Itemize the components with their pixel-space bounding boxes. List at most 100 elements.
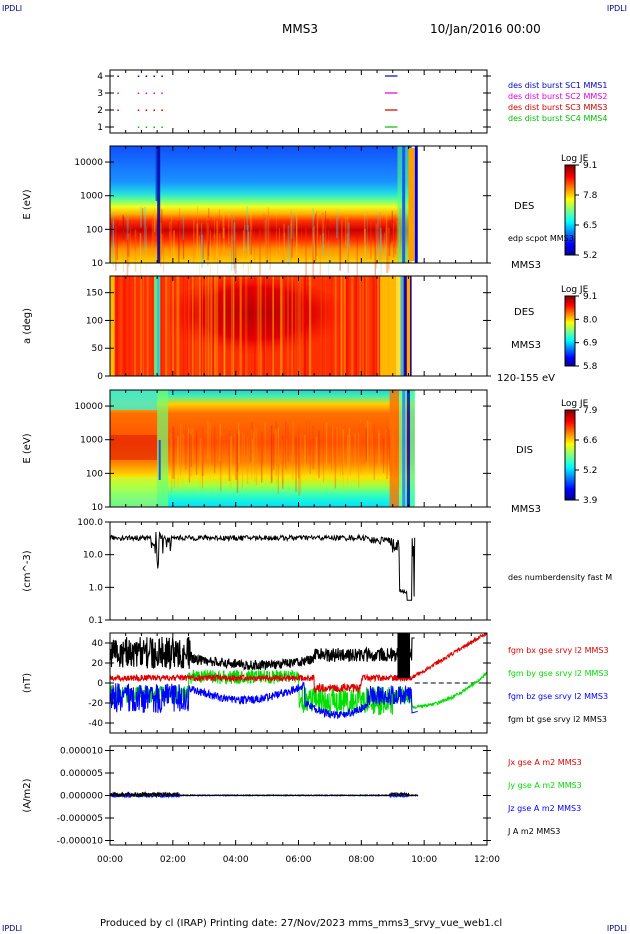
des-energy-streak: [377, 212, 379, 260]
des-pitch-streak: [372, 276, 375, 376]
des-pitch-streak: [239, 276, 242, 376]
colorbar-tick-label-dis_energy: 5.2: [583, 466, 597, 476]
des-energy-streak: [213, 234, 216, 262]
dis-energy-streak: [254, 427, 256, 482]
des-pitch-streak: [134, 276, 136, 376]
colorbar-title-des_pitch: Log JE: [561, 285, 589, 295]
dis-energy-streak: [171, 439, 173, 494]
des-pitch-streak: [188, 276, 190, 376]
date-title: 10/Jan/2016 00:00: [430, 22, 541, 36]
dis-energy-streak: [354, 433, 356, 468]
des-energy-streak: [385, 210, 388, 254]
des-pitch-streak: [367, 276, 370, 376]
des-pitch-band: [395, 276, 401, 376]
des-energy-streak: [134, 229, 137, 272]
des-energy-streak: [319, 235, 322, 277]
des-energy-streak: [291, 212, 293, 239]
dis-energy-streak: [275, 429, 277, 485]
des-energy-band: [402, 146, 406, 263]
des-pitch-streak: [167, 276, 170, 376]
des-pitch-streak: [345, 276, 348, 376]
des-pitch-streak: [297, 276, 300, 376]
des-pitch-streak: [231, 276, 233, 376]
dis-energy-streak: [236, 434, 239, 494]
des-pitch-streak: [152, 276, 154, 376]
des-energy-streak: [153, 207, 156, 233]
corner-label-top-right: IPDLI: [606, 4, 627, 13]
des-pitch-streak: [366, 276, 369, 376]
des-energy-streak: [325, 210, 327, 232]
plot-layer: [109, 75, 488, 799]
burst-marker: [117, 75, 119, 77]
des-energy-streak: [315, 213, 317, 262]
des-energy-streak: [207, 222, 209, 266]
dis-energy-streak: [298, 435, 300, 496]
panel-sublabel-des-pitch: MMS3: [511, 340, 541, 351]
y-tick-label-density: 1.0: [89, 583, 104, 593]
des-pitch-streak: [280, 276, 282, 376]
dis-energy-streak: [170, 432, 172, 467]
des-pitch-streak: [167, 276, 169, 376]
y-tick-label-des_pitch: 150: [86, 289, 103, 299]
dis-energy-streak: [209, 423, 211, 483]
des-pitch-streak: [146, 276, 149, 376]
des-pitch-streak: [115, 276, 118, 376]
colorbar-tick-label-dis_energy: 6.6: [583, 436, 598, 446]
legend-entry-current: Jx gse A m2 MMS3: [507, 758, 582, 767]
des-energy-streak: [283, 223, 286, 264]
burst-marker: [145, 75, 148, 77]
des-energy-streak: [173, 230, 175, 259]
des-pitch-streak: [301, 276, 304, 376]
dis-energy-region: [110, 477, 158, 507]
des-pitch-streak: [271, 276, 274, 376]
colorbar-des_energy: [564, 164, 576, 256]
des-pitch-streak: [340, 276, 343, 376]
x-tick-label: 00:00: [97, 855, 123, 865]
dis-energy-streak: [285, 439, 288, 473]
burst-marker: [145, 109, 148, 111]
des-energy-streak: [112, 212, 114, 248]
dis-energy-streak: [325, 422, 328, 466]
des-pitch-streak: [120, 276, 122, 376]
des-energy-streak: [159, 219, 162, 267]
des-pitch-streak: [210, 276, 213, 376]
dis-energy-streak: [250, 430, 252, 464]
des-pitch-band: [110, 276, 115, 376]
dis-energy-streak: [378, 429, 380, 472]
dis-energy-streak: [237, 423, 240, 467]
des-energy-streak: [278, 228, 280, 250]
x-tick-label: 08:00: [348, 855, 374, 865]
des-energy-streak: [383, 232, 385, 260]
dis-energy-band: [389, 390, 400, 507]
colorbar-tick-label-des_energy: 7.8: [583, 191, 598, 201]
des-energy-streak: [201, 234, 204, 269]
dis-energy-streak: [388, 429, 390, 460]
des-energy-streak: [337, 209, 339, 250]
dis-energy-streak: [275, 420, 277, 476]
legend-entry-bfield: fgm bz gse srvy l2 MMS3: [508, 692, 608, 701]
y-tick-label-current: -0.000005: [57, 814, 103, 824]
des-pitch-streak: [376, 276, 378, 376]
des-energy-streak: [182, 216, 185, 240]
dis-energy-streak: [185, 423, 187, 470]
burst-marker: [153, 109, 155, 111]
des-pitch-streak: [239, 276, 242, 376]
dis-energy-streak: [340, 425, 341, 477]
des-energy-streak: [347, 215, 349, 255]
panel-frame-burst: [109, 69, 488, 134]
des-energy-streak: [287, 225, 290, 265]
dis-energy-streak: [187, 428, 190, 466]
des-energy-streak: [179, 220, 181, 255]
des-energy-streak: [265, 216, 267, 245]
legend-entry-bfield: fgm bx gse srvy l2 MMS3: [508, 646, 609, 655]
des-pitch-streak: [233, 276, 235, 376]
des-pitch-streak: [347, 276, 350, 376]
dis-energy-streak: [366, 420, 369, 474]
colorbar-tick-label-des_energy: 9.1: [583, 161, 597, 171]
dis-energy-streak: [331, 426, 333, 471]
des-energy-streak: [364, 228, 367, 256]
des-energy-streak: [242, 230, 244, 270]
des-energy-streak: [127, 230, 130, 257]
des-pitch-band: [406, 276, 411, 376]
colorbar-tick-label-des_energy: 6.5: [583, 221, 597, 231]
